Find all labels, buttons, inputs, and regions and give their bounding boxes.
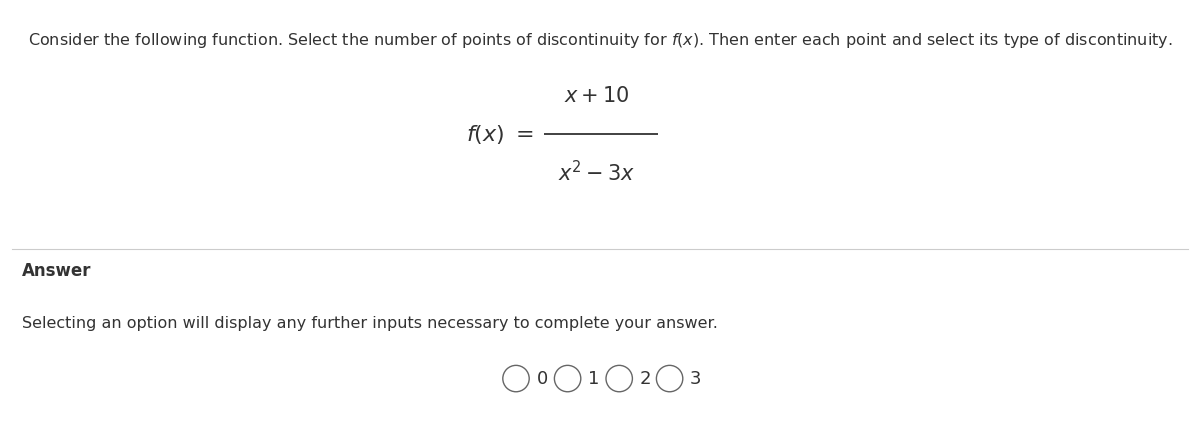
Text: 2: 2	[640, 370, 652, 388]
Text: Answer: Answer	[22, 262, 91, 280]
Text: 0: 0	[536, 370, 547, 388]
Text: Consider the following function. Select the number of points of discontinuity fo: Consider the following function. Select …	[28, 31, 1172, 50]
Text: $x^2 - 3x$: $x^2 - 3x$	[558, 160, 635, 185]
Text: $f(x)\ =$: $f(x)\ =$	[466, 123, 534, 146]
Text: $x + 10$: $x + 10$	[564, 86, 629, 106]
Text: 3: 3	[690, 370, 702, 388]
Text: 1: 1	[588, 370, 599, 388]
Text: Selecting an option will display any further inputs necessary to complete your a: Selecting an option will display any fur…	[22, 316, 718, 331]
